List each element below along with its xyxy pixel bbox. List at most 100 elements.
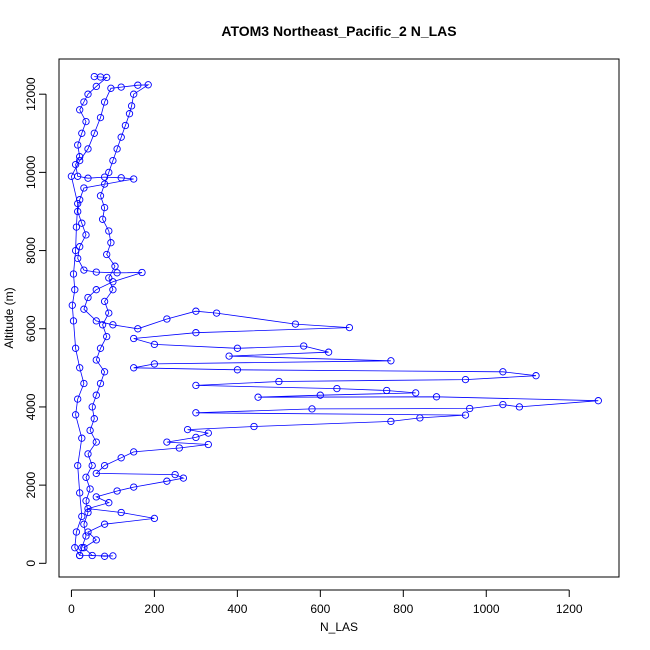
data-point bbox=[107, 239, 115, 247]
data-point bbox=[100, 368, 109, 376]
data-point bbox=[105, 227, 113, 235]
data-point bbox=[127, 102, 136, 110]
data-point bbox=[192, 329, 200, 337]
data-point bbox=[80, 98, 88, 106]
data-point bbox=[84, 450, 92, 458]
data-point bbox=[111, 262, 119, 270]
data-point bbox=[499, 400, 507, 409]
data-point bbox=[84, 174, 92, 182]
data-point bbox=[76, 551, 84, 560]
data-point bbox=[175, 444, 183, 452]
data-point bbox=[100, 520, 109, 528]
y-tick-label: 6000 bbox=[24, 315, 38, 342]
data-point bbox=[74, 141, 82, 149]
data-point bbox=[134, 325, 142, 333]
data-point bbox=[84, 145, 92, 153]
data-point bbox=[92, 356, 100, 364]
data-point bbox=[82, 231, 90, 239]
data-point bbox=[96, 192, 105, 200]
y-tick-label: 10000 bbox=[24, 155, 38, 189]
plot-frame bbox=[58, 58, 620, 578]
data-point bbox=[291, 320, 300, 328]
data-point bbox=[225, 352, 233, 360]
data-point bbox=[130, 90, 138, 98]
data-point bbox=[72, 223, 81, 231]
data-point bbox=[387, 357, 395, 365]
y-tick-label: 8000 bbox=[24, 237, 38, 264]
data-point bbox=[86, 426, 94, 435]
data-point bbox=[74, 199, 82, 208]
data-point bbox=[499, 368, 507, 376]
x-tick-label: 1000 bbox=[473, 602, 500, 616]
data-point bbox=[80, 184, 88, 192]
chart-title: ATOM3 Northeast_Pacific_2 N_LAS bbox=[221, 23, 456, 39]
x-axis-label: N_LAS bbox=[320, 620, 358, 634]
data-point bbox=[103, 73, 111, 82]
data-point bbox=[82, 117, 90, 126]
data-point bbox=[254, 393, 262, 401]
data-point bbox=[92, 286, 100, 294]
data-point bbox=[300, 342, 308, 350]
data-point bbox=[92, 82, 100, 91]
data-point bbox=[88, 461, 96, 470]
data-point bbox=[82, 497, 90, 505]
data-point bbox=[98, 321, 107, 329]
data-point bbox=[80, 305, 88, 313]
data-point bbox=[109, 278, 117, 286]
data-point bbox=[117, 83, 125, 91]
data-point bbox=[192, 409, 200, 417]
data-point bbox=[130, 334, 138, 343]
data-point bbox=[113, 145, 121, 153]
data-point bbox=[90, 129, 98, 137]
data-point bbox=[100, 98, 109, 106]
data-point bbox=[67, 172, 76, 180]
data-point bbox=[103, 250, 111, 259]
data-point bbox=[163, 438, 171, 446]
data-point bbox=[316, 391, 324, 399]
data-point bbox=[432, 393, 441, 401]
data-point bbox=[100, 203, 109, 212]
data-point bbox=[250, 422, 258, 431]
data-point bbox=[130, 364, 138, 372]
data-point bbox=[69, 270, 78, 278]
data-point bbox=[98, 215, 107, 223]
data-point bbox=[117, 508, 125, 517]
data-point bbox=[109, 321, 117, 329]
data-point bbox=[100, 552, 109, 560]
data-point bbox=[171, 470, 179, 479]
data-point bbox=[92, 469, 100, 478]
data-point bbox=[92, 536, 100, 544]
data-point bbox=[113, 269, 121, 277]
data-point bbox=[80, 544, 88, 552]
data-point bbox=[71, 286, 79, 294]
data-point bbox=[86, 485, 94, 493]
data-point bbox=[204, 429, 212, 437]
x-axis: 0 200 400 600 800 1000 1200 bbox=[68, 589, 583, 616]
data-point bbox=[163, 477, 171, 485]
data-point bbox=[345, 323, 354, 332]
x-tick-label: 400 bbox=[227, 602, 247, 616]
data-point bbox=[78, 544, 86, 552]
data-point bbox=[192, 433, 200, 442]
data-point bbox=[192, 307, 200, 315]
data-point bbox=[68, 301, 76, 309]
y-tick-label: 0 bbox=[24, 560, 38, 567]
data-point bbox=[74, 395, 82, 403]
data-point bbox=[105, 274, 113, 282]
data-point bbox=[192, 381, 200, 390]
data-point bbox=[96, 379, 105, 388]
data-point bbox=[130, 483, 138, 491]
data-point bbox=[117, 174, 125, 182]
data-point bbox=[69, 317, 78, 325]
data-point bbox=[333, 384, 341, 393]
data-point bbox=[80, 520, 88, 528]
data-point bbox=[324, 348, 333, 356]
data-point bbox=[78, 512, 86, 521]
data-point bbox=[72, 528, 81, 536]
data-point bbox=[84, 528, 92, 536]
data-point bbox=[109, 552, 117, 560]
data-point bbox=[117, 454, 125, 462]
data-point bbox=[103, 332, 111, 341]
data-point bbox=[76, 243, 84, 251]
